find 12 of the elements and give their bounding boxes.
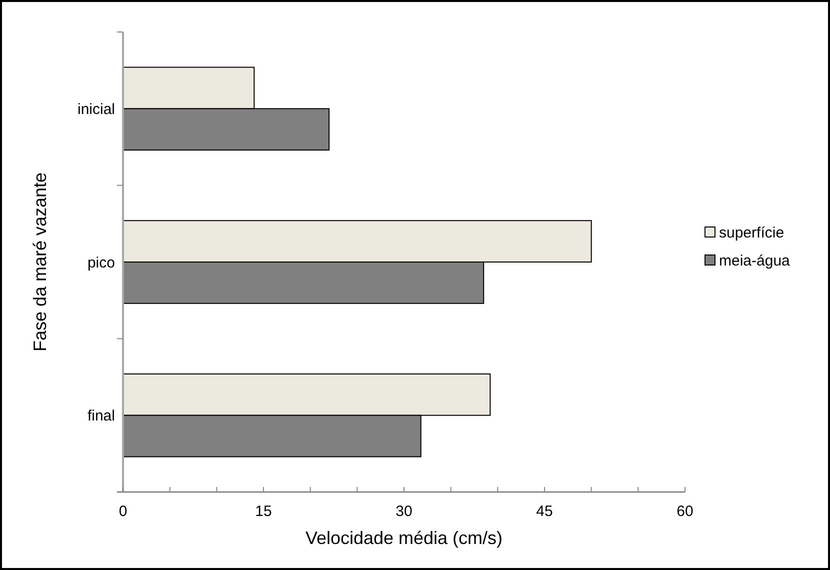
y-axis-title: Fase da maré vazante (30, 172, 50, 352)
x-tick-label: 15 (255, 503, 272, 520)
x-tick-label: 30 (396, 503, 412, 520)
x-tick-label: 0 (118, 503, 128, 520)
y-tick-label: final (87, 408, 115, 425)
x-tick-label: 45 (536, 503, 553, 520)
legend-label: superfície (719, 224, 784, 242)
legend-label: meia-água (719, 252, 791, 270)
y-tick-label: pico (87, 254, 115, 272)
x-tick-label: 60 (676, 503, 694, 520)
y-tick-label: inicial (77, 100, 115, 118)
x-axis-title: Velocidade média (cm/s) (305, 528, 503, 548)
